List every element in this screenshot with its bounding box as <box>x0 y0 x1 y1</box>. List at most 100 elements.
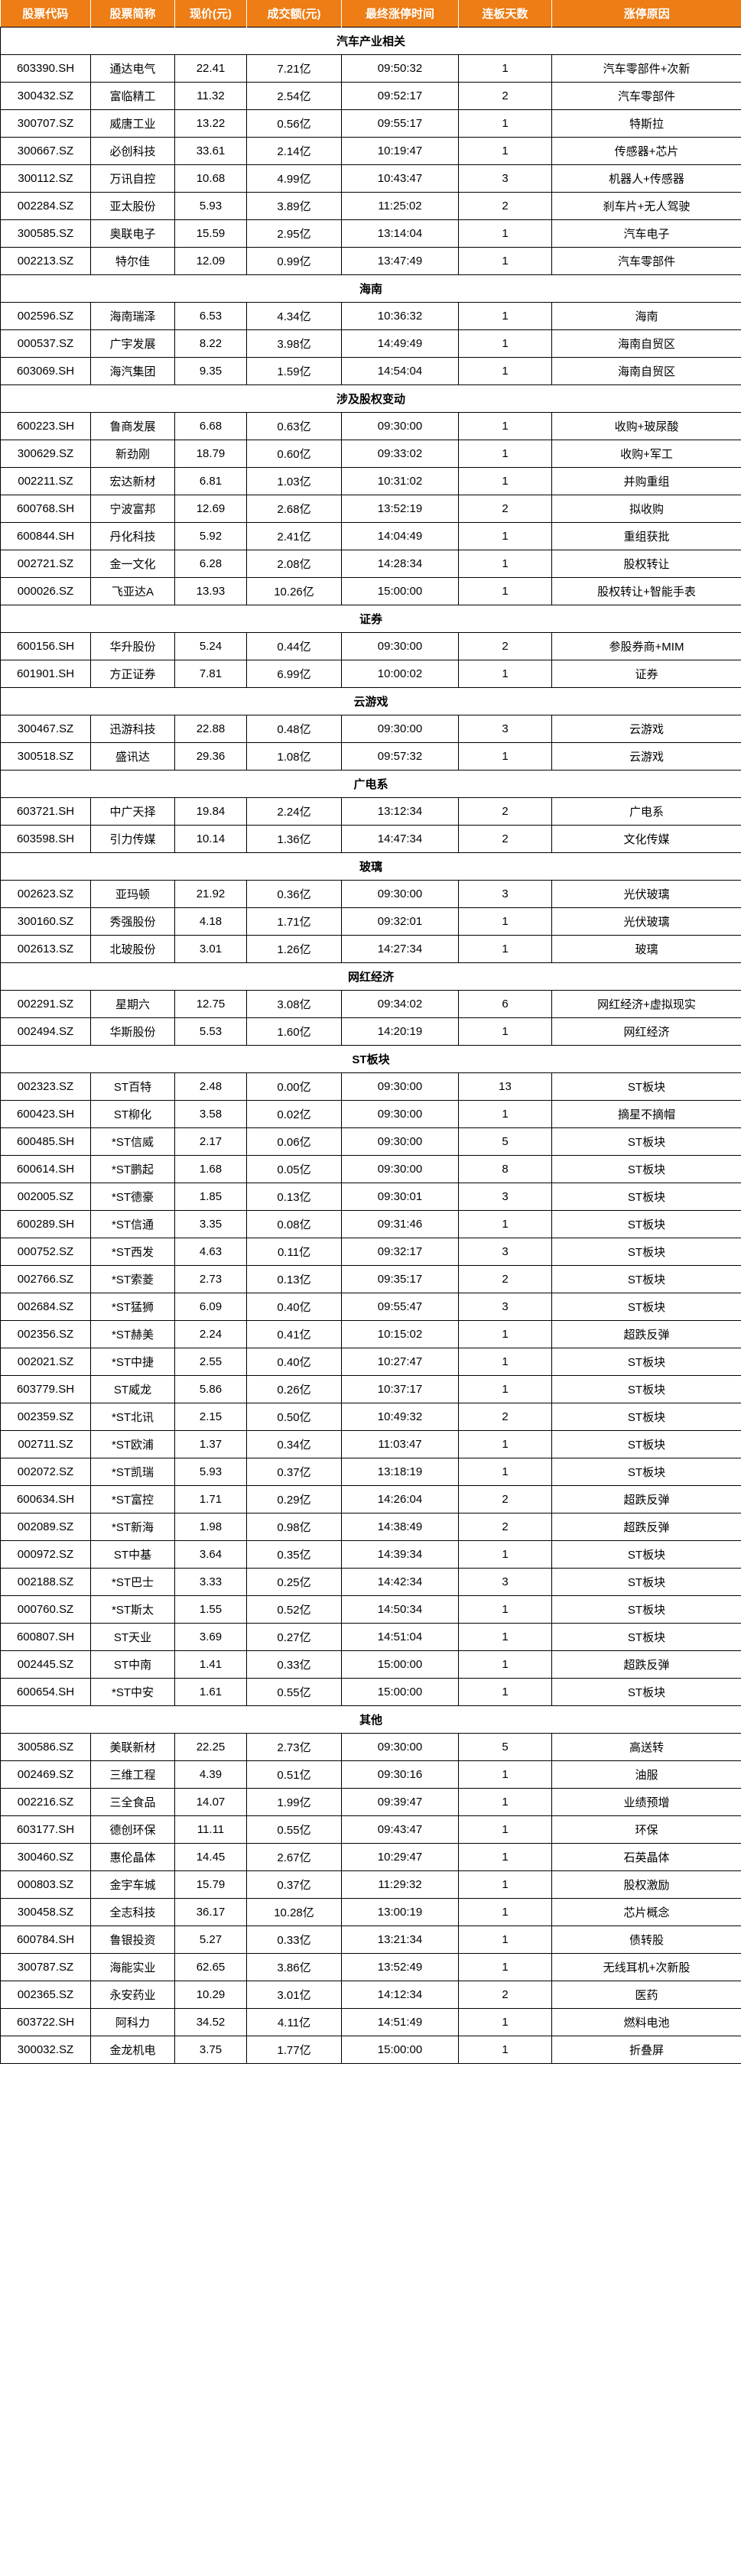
table-row[interactable]: 603390.SH 通达电气 22.41 7.21亿 09:50:32 1 汽车零部件+次新 <box>0 54 741 83</box>
cell-reason: 燃料电池 <box>551 2007 741 2036</box>
cell-reason: 海南自贸区 <box>551 329 741 358</box>
table-row[interactable]: 603598.SH 引力传媒 10.14 1.36亿 14:47:34 2 文化传媒 <box>0 824 741 853</box>
table-row[interactable]: 300467.SZ 迅游科技 22.88 0.48亿 09:30:00 3 云游戏 <box>0 714 741 743</box>
table-row[interactable]: 300707.SZ 威唐工业 13.22 0.56亿 09:55:17 1 特斯拉 <box>0 109 741 138</box>
table-row[interactable]: 002323.SZ ST百特 2.48 0.00亿 09:30:00 13 ST板块 <box>0 1072 741 1101</box>
table-row[interactable]: 600654.SH *ST中安 1.61 0.55亿 15:00:00 1 ST板块 <box>0 1677 741 1706</box>
column-header-name[interactable]: 股票简称 <box>90 0 175 27</box>
table-row[interactable]: 600844.SH 丹化科技 5.92 2.41亿 14:04:49 1 重组获批 <box>0 521 741 550</box>
table-row[interactable]: 002213.SZ 特尔佳 12.09 0.99亿 13:47:49 1 汽车零部件 <box>0 246 741 275</box>
table-row[interactable]: 603721.SH 中广天择 19.84 2.24亿 13:12:34 2 广电系 <box>0 796 741 826</box>
cell-reason: 特斯拉 <box>551 109 741 138</box>
cell-time: 09:30:00 <box>341 1127 459 1156</box>
table-row[interactable]: 002188.SZ *ST巴士 3.33 0.25亿 14:42:34 3 ST板块 <box>0 1567 741 1596</box>
cell-name: 海能实业 <box>90 1952 175 1981</box>
cell-code: 000972.SZ <box>0 1539 91 1569</box>
cell-days: 2 <box>458 494 552 523</box>
cell-reason: 芯片概念 <box>551 1897 741 1926</box>
table-row[interactable]: 002766.SZ *ST索菱 2.73 0.13亿 09:35:17 2 ST板块 <box>0 1264 741 1293</box>
table-row[interactable]: 300460.SZ 惠伦晶体 14.45 2.67亿 10:29:47 1 石英晶体 <box>0 1842 741 1871</box>
table-row[interactable]: 002445.SZ ST中南 1.41 0.33亿 15:00:00 1 超跌反弹 <box>0 1650 741 1679</box>
cell-turnover: 1.59亿 <box>246 356 342 385</box>
table-row[interactable]: 002365.SZ 永安药业 10.29 3.01亿 14:12:34 2 医药 <box>0 1980 741 2009</box>
table-row[interactable]: 002216.SZ 三全食品 14.07 1.99亿 09:39:47 1 业绩预增 <box>0 1787 741 1816</box>
table-row[interactable]: 603177.SH 德创环保 11.11 0.55亿 09:43:47 1 环保 <box>0 1815 741 1844</box>
table-row[interactable]: 002711.SZ *ST欧浦 1.37 0.34亿 11:03:47 1 ST板块 <box>0 1429 741 1458</box>
table-row[interactable]: 002623.SZ 亚玛顿 21.92 0.36亿 09:30:00 3 光伏玻璃 <box>0 879 741 908</box>
table-row[interactable]: 600784.SH 鲁银投资 5.27 0.33亿 13:21:34 1 债转股 <box>0 1925 741 1954</box>
table-row[interactable]: 002005.SZ *ST德豪 1.85 0.13亿 09:30:01 3 ST板块 <box>0 1182 741 1211</box>
table-row[interactable]: 000803.SZ 金宇车城 15.79 0.37亿 11:29:32 1 股权激励 <box>0 1870 741 1899</box>
cell-time: 14:54:04 <box>341 356 459 385</box>
column-header-reason[interactable]: 涨停原因 <box>551 0 741 27</box>
table-row[interactable]: 603722.SH 阿科力 34.52 4.11亿 14:51:49 1 燃料电池 <box>0 2007 741 2036</box>
table-row[interactable]: 600634.SH *ST富控 1.71 0.29亿 14:26:04 2 超跌反弹 <box>0 1484 741 1513</box>
cell-price: 5.53 <box>174 1017 247 1046</box>
cell-time: 10:49:32 <box>341 1402 459 1431</box>
cell-days: 5 <box>458 1732 552 1761</box>
table-row[interactable]: 300032.SZ 金龙机电 3.75 1.77亿 15:00:00 1 折叠屏 <box>0 2035 741 2064</box>
cell-days: 1 <box>458 1650 552 1679</box>
table-row[interactable]: 600289.SH *ST信通 3.35 0.08亿 09:31:46 1 ST板块 <box>0 1209 741 1238</box>
table-row[interactable]: 603779.SH ST威龙 5.86 0.26亿 10:37:17 1 ST板块 <box>0 1374 741 1403</box>
column-header-code[interactable]: 股票代码 <box>0 0 91 27</box>
table-row[interactable]: 603069.SH 海汽集团 9.35 1.59亿 14:54:04 1 海南自贸区 <box>0 356 741 385</box>
cell-days: 1 <box>458 219 552 248</box>
cell-code: 300160.SZ <box>0 907 91 936</box>
table-row[interactable]: 002089.SZ *ST新海 1.98 0.98亿 14:38:49 2 超跌反弹 <box>0 1512 741 1541</box>
cell-reason: 无线耳机+次新股 <box>551 1952 741 1981</box>
cell-days: 2 <box>458 1402 552 1431</box>
table-row[interactable]: 000537.SZ 广宇发展 8.22 3.98亿 14:49:49 1 海南自贸区 <box>0 329 741 358</box>
table-row[interactable]: 600614.SH *ST鹏起 1.68 0.05亿 09:30:00 8 ST板块 <box>0 1154 741 1183</box>
table-body: 汽车产业相关 603390.SH 通达电气 22.41 7.21亿 09:50:32 1 汽车… <box>0 26 741 2064</box>
table-row[interactable]: 300160.SZ 秀强股份 4.18 1.71亿 09:32:01 1 光伏玻璃 <box>0 907 741 936</box>
cell-name: ST中南 <box>90 1650 175 1679</box>
table-row[interactable]: 000026.SZ 飞亚达A 13.93 10.26亿 15:00:00 1 股权转让+智能… <box>0 576 741 605</box>
table-row[interactable]: 300112.SZ 万讯自控 10.68 4.99亿 10:43:47 3 机器人+传感器 <box>0 164 741 193</box>
column-header-turnover[interactable]: 成交额(元) <box>246 0 342 27</box>
table-row[interactable]: 601901.SH 方正证券 7.81 6.99亿 10:00:02 1 证券 <box>0 659 741 688</box>
table-row[interactable]: 002596.SZ 海南瑞泽 6.53 4.34亿 10:36:32 1 海南 <box>0 301 741 330</box>
column-header-time[interactable]: 最终涨停时间 <box>341 0 459 27</box>
cell-reason: 折叠屏 <box>551 2035 741 2064</box>
table-row[interactable]: 000972.SZ ST中基 3.64 0.35亿 14:39:34 1 ST板块 <box>0 1539 741 1569</box>
table-row[interactable]: 000760.SZ *ST斯太 1.55 0.52亿 14:50:34 1 ST板块 <box>0 1595 741 1624</box>
table-row[interactable]: 300432.SZ 富临精工 11.32 2.54亿 09:52:17 2 汽车零部件 <box>0 81 741 110</box>
table-row[interactable]: 002613.SZ 北玻股份 3.01 1.26亿 14:27:34 1 玻璃 <box>0 934 741 963</box>
cell-days: 1 <box>458 741 552 771</box>
table-row[interactable]: 300585.SZ 奥联电子 15.59 2.95亿 13:14:04 1 汽车电子 <box>0 219 741 248</box>
table-row[interactable]: 002021.SZ *ST中捷 2.55 0.40亿 10:27:47 1 ST板块 <box>0 1347 741 1376</box>
table-row[interactable]: 300518.SZ 盛讯达 29.36 1.08亿 09:57:32 1 云游戏 <box>0 741 741 771</box>
section-title: 涉及股权变动 <box>0 384 741 413</box>
table-row[interactable]: 600423.SH ST柳化 3.58 0.02亿 09:30:00 1 摘星不摘帽 <box>0 1099 741 1128</box>
table-row[interactable]: 600156.SH 华升股份 5.24 0.44亿 09:30:00 2 参股券商+MIM <box>0 631 741 660</box>
cell-reason: 超跌反弹 <box>551 1650 741 1679</box>
table-row[interactable]: 300586.SZ 美联新材 22.25 2.73亿 09:30:00 5 高送转 <box>0 1732 741 1761</box>
cell-price: 9.35 <box>174 356 247 385</box>
table-row[interactable]: 300787.SZ 海能实业 62.65 3.86亿 13:52:49 1 无线耳机+次新股 <box>0 1952 741 1981</box>
table-row[interactable]: 002284.SZ 亚太股份 5.93 3.89亿 11:25:02 2 刹车片+无人驾驶 <box>0 191 741 220</box>
table-row[interactable]: 000752.SZ *ST西发 4.63 0.11亿 09:32:17 3 ST板块 <box>0 1237 741 1266</box>
table-row[interactable]: 002291.SZ 星期六 12.75 3.08亿 09:34:02 6 网红经济+虚拟现实 <box>0 989 741 1018</box>
table-row[interactable]: 002211.SZ 宏达新材 6.81 1.03亿 10:31:02 1 并购重组 <box>0 466 741 495</box>
table-row[interactable]: 300458.SZ 全志科技 36.17 10.28亿 13:00:19 1 芯片概念 <box>0 1897 741 1926</box>
table-row[interactable]: 300629.SZ 新劲刚 18.79 0.60亿 09:33:02 1 收购+军工 <box>0 439 741 468</box>
table-row[interactable]: 300667.SZ 必创科技 33.61 2.14亿 10:19:47 1 传感器+芯片 <box>0 136 741 165</box>
table-row[interactable]: 002684.SZ *ST猛狮 6.09 0.40亿 09:55:47 3 ST板块 <box>0 1292 741 1321</box>
column-header-price[interactable]: 现价(元) <box>174 0 247 27</box>
table-row[interactable]: 600807.SH ST天业 3.69 0.27亿 14:51:04 1 ST板块 <box>0 1622 741 1651</box>
cell-code: 600289.SH <box>0 1209 91 1238</box>
table-row[interactable]: 002721.SZ 金一文化 6.28 2.08亿 14:28:34 1 股权转让 <box>0 549 741 578</box>
table-row[interactable]: 002072.SZ *ST凯瑞 5.93 0.37亿 13:18:19 1 ST板块 <box>0 1457 741 1486</box>
table-row[interactable]: 600768.SH 宁波富邦 12.69 2.68亿 13:52:19 2 拟收购 <box>0 494 741 523</box>
table-row[interactable]: 002469.SZ 三维工程 4.39 0.51亿 09:30:16 1 油服 <box>0 1760 741 1789</box>
cell-code: 002613.SZ <box>0 934 91 963</box>
column-header-days[interactable]: 连板天数 <box>458 0 552 27</box>
cell-code: 600654.SH <box>0 1677 91 1706</box>
cell-name: *ST中捷 <box>90 1347 175 1376</box>
table-row[interactable]: 600485.SH *ST信威 2.17 0.06亿 09:30:00 5 ST板块 <box>0 1127 741 1156</box>
table-row[interactable]: 002494.SZ 华斯股份 5.53 1.60亿 14:20:19 1 网红经济 <box>0 1017 741 1046</box>
table-row[interactable]: 600223.SH 鲁商发展 6.68 0.63亿 09:30:00 1 收购+玻尿酸 <box>0 411 741 440</box>
table-row[interactable]: 002356.SZ *ST赫美 2.24 0.41亿 10:15:02 1 超跌反弹 <box>0 1319 741 1348</box>
table-row[interactable]: 002359.SZ *ST北讯 2.15 0.50亿 10:49:32 2 ST板块 <box>0 1402 741 1431</box>
